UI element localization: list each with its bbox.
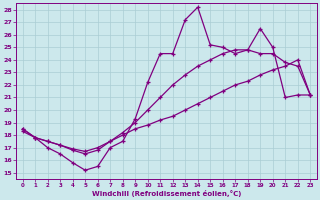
X-axis label: Windchill (Refroidissement éolien,°C): Windchill (Refroidissement éolien,°C) [92, 190, 241, 197]
